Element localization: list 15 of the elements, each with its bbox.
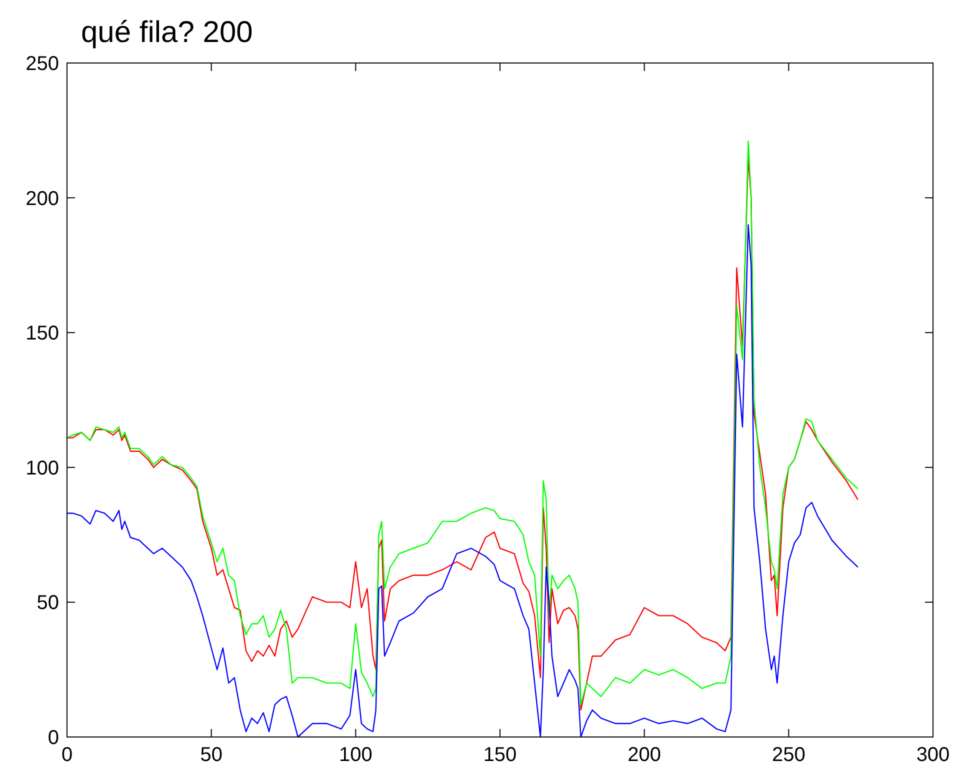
chart-title: qué fila? 200 [81,16,253,49]
y-tick-label: 250 [26,53,59,75]
x-tick-label: 50 [200,744,222,766]
x-tick-label: 250 [772,744,806,766]
y-tick-label: 50 [36,592,59,614]
x-tick-label: 300 [916,744,950,766]
y-tick-label: 0 [48,727,59,749]
x-tick-label: 150 [483,744,517,766]
y-tick-label: 200 [26,188,59,210]
y-tick-label: 150 [26,322,59,345]
x-tick-label: 200 [628,744,662,766]
y-tick-label: 100 [26,457,59,480]
x-tick-label: 0 [61,744,73,766]
line-series [66,224,859,738]
x-tick-label: 100 [338,744,372,766]
